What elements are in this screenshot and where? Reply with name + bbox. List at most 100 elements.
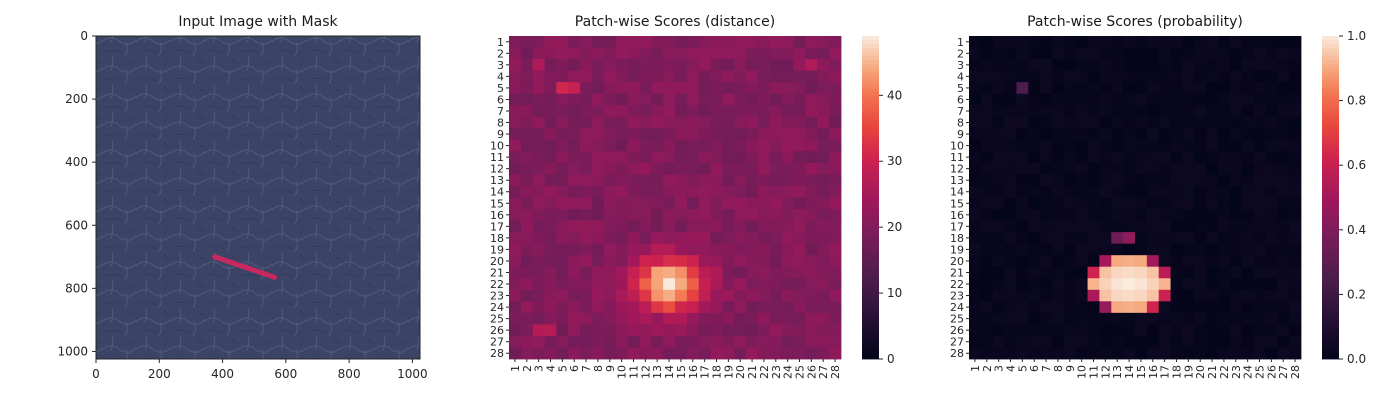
heatmap-cell <box>532 174 545 187</box>
heatmap-cell <box>675 116 688 129</box>
heatmap-cell <box>639 105 652 118</box>
heatmap-cell <box>686 116 700 129</box>
heatmap-cell <box>651 266 664 279</box>
heatmap-cell <box>698 220 711 233</box>
heatmap-cell <box>1099 116 1112 129</box>
heatmap-cell <box>1158 335 1171 348</box>
heatmap-cell <box>969 151 982 164</box>
heatmap-cell <box>746 347 759 360</box>
colorbar-segment <box>862 124 879 130</box>
colorbar-segment <box>862 197 879 202</box>
heatmap-cell <box>1253 185 1266 198</box>
heatmap-cell <box>1111 347 1124 360</box>
heatmap-cell <box>1253 174 1266 187</box>
heatmap-cell <box>663 324 676 337</box>
heatmap-cell <box>1028 324 1041 337</box>
colorbar-segment <box>1322 128 1339 134</box>
heatmap-cell <box>1289 335 1302 348</box>
heatmap-cell <box>1194 93 1207 106</box>
heatmap-cell <box>532 116 545 129</box>
heatmap-cell <box>1194 255 1207 268</box>
colorbar-segment <box>862 112 879 118</box>
heatmap-cell <box>758 347 771 360</box>
heatmap-cell <box>1206 312 1219 325</box>
heatmap-cell <box>544 82 557 95</box>
heatmap-cell <box>1277 93 1290 106</box>
heatmap-cell <box>592 312 605 325</box>
heatmap-cell <box>1265 278 1278 291</box>
heatmap-cell <box>1099 151 1112 164</box>
heatmap-cell <box>734 185 747 198</box>
heatmap-cell <box>639 36 652 48</box>
heatmap-cell <box>615 232 628 245</box>
heatmap-cell <box>1253 116 1266 129</box>
colorbar-segment <box>1322 124 1339 130</box>
heatmap-cell <box>1123 70 1136 83</box>
heatmap-cell <box>1182 197 1195 210</box>
heatmap-cell <box>592 324 605 337</box>
heatmap-cell <box>1170 335 1183 348</box>
heatmap-cell <box>1135 174 1148 187</box>
y-tick-label: 800 <box>65 281 88 295</box>
heatmap-cell <box>1099 278 1112 291</box>
heatmap-cell <box>710 335 723 348</box>
colorbar-segment <box>862 56 879 61</box>
heatmap-cell <box>603 197 617 210</box>
heatmap-cell <box>1229 324 1243 337</box>
heatmap-cell <box>1087 162 1100 175</box>
heatmap-cell <box>580 243 593 256</box>
heatmap-cell <box>509 93 522 106</box>
heatmap-cell <box>1099 209 1112 221</box>
colorbar-segment <box>862 157 879 162</box>
heatmap-cell <box>520 82 534 95</box>
heatmap-cell <box>1016 139 1029 152</box>
heatmap-cell <box>1004 36 1017 48</box>
heatmap-cell <box>1087 347 1100 360</box>
heatmap-cell <box>829 209 842 221</box>
heatmap-cell <box>556 255 569 268</box>
heatmap-cell <box>509 174 522 187</box>
heatmap-cell <box>781 197 794 210</box>
heatmap-cell <box>781 162 794 175</box>
heatmap-cell <box>1158 162 1171 175</box>
heatmap-cell <box>746 70 759 83</box>
heatmap-cell <box>532 139 545 152</box>
heatmap-cell <box>781 151 794 164</box>
y-tick-label: 10 <box>490 140 504 153</box>
heatmap-cell <box>1265 47 1278 60</box>
heatmap-cell <box>1099 220 1112 233</box>
heatmap-cell <box>1206 139 1219 152</box>
heatmap-cell <box>568 70 581 83</box>
heatmap-cell <box>509 347 522 360</box>
heatmap-cell <box>592 301 605 314</box>
heatmap-cell <box>556 197 569 210</box>
colorbar-segment <box>862 237 879 243</box>
heatmap-cell <box>568 116 581 129</box>
y-tick-label: 26 <box>490 324 504 337</box>
heatmap-cell <box>1194 59 1207 72</box>
heatmap-cell <box>769 47 783 60</box>
heatmap-cell <box>1075 301 1088 314</box>
heatmap-cell <box>758 116 771 129</box>
heatmap-cell <box>1099 335 1112 348</box>
heatmap-cell <box>639 335 652 348</box>
heatmap-cell <box>615 128 628 141</box>
x-tick-label: 6 <box>568 365 581 372</box>
heatmap-cell <box>1206 105 1219 118</box>
heatmap-cell <box>1277 301 1290 314</box>
heatmap-cell <box>793 162 806 175</box>
heatmap-cell <box>1182 59 1195 72</box>
heatmap-cell <box>615 185 628 198</box>
x-tick-label: 200 <box>148 367 171 381</box>
heatmap-cell <box>520 347 534 360</box>
heatmap-cell <box>1229 220 1243 233</box>
heatmap-cell <box>580 255 593 268</box>
heatmap-cell <box>1052 255 1065 268</box>
heatmap-cell <box>1206 59 1219 72</box>
heatmap-cell <box>1135 312 1148 325</box>
heatmap-cell <box>568 197 581 210</box>
heatmap-cell <box>520 197 534 210</box>
colorbar-segment <box>862 201 879 206</box>
heatmap-cell <box>686 151 700 164</box>
heatmap-cell <box>1111 197 1124 210</box>
